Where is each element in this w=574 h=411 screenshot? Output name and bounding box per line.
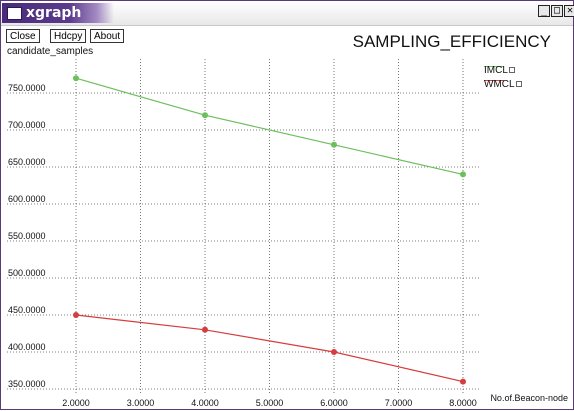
grid [7,59,479,393]
legend-item-wmcl: WMCL [484,79,522,90]
data-point-wmcl [73,312,79,318]
x-tick-label: 3.0000 [127,398,155,408]
y-tick-label: 400.0000 [8,342,46,352]
close-window-button[interactable]: ✕ [564,5,574,17]
x-tick-label: 4.0000 [191,398,219,408]
app-window-icon [7,7,22,20]
legend-swatch-imcl [484,66,504,67]
x-tick-label: 7.0000 [385,398,413,408]
x-tick-label: 6.0000 [320,398,348,408]
data-point-imcl [460,171,466,178]
y-tick-label: 550.0000 [8,231,46,241]
x-axis-label: No.of.Beacon-node [490,393,568,403]
legend-swatch-wmcl [484,80,504,81]
data-point-imcl [73,75,79,82]
legend-label-wmcl: WMCL [484,79,515,90]
window-title: xgraph [26,5,82,21]
y-axis-label: candidate_samples [7,46,94,57]
x-tick-label: 2.0000 [62,398,90,408]
maximize-button[interactable]: □ [551,5,563,17]
series-line-imcl [75,77,464,175]
data-point-imcl [202,112,208,119]
legend-box-icon [515,81,522,88]
legend-label-imcl: IMCL [484,65,508,76]
y-tick-label: 350.0000 [8,379,46,389]
title-bar[interactable]: xgraph _ □ ✕ [1,1,574,26]
legend-item-imcl: IMCL [484,65,515,76]
data-point-imcl [331,141,337,148]
series-line-wmcl [75,314,464,383]
data-point-wmcl [202,326,208,333]
y-tick-label: 650.0000 [8,157,46,167]
close-button[interactable]: Close [6,29,40,43]
x-tick-label: 8.0000 [449,398,477,408]
title-chip: xgraph [2,3,114,23]
y-tick-label: 600.0000 [8,194,46,204]
legend-box-icon [508,67,515,74]
x-tick-label: 5.0000 [256,398,284,408]
y-tick-label: 700.0000 [8,120,46,130]
tick-labels: 2.0000 3.0000 4.0000 5.0000 6.0000 7.0000 8.00… [8,83,477,408]
chart-title: SAMPLING_EFFICIENCY [352,32,551,51]
series-layer [73,75,466,385]
hdcpy-button[interactable]: Hdcpy [50,29,87,43]
about-button[interactable]: About [90,29,125,43]
data-point-wmcl [331,349,337,355]
y-tick-label: 500.0000 [8,268,46,278]
minimize-button[interactable]: _ [538,5,550,17]
y-tick-label: 750.0000 [8,83,46,93]
data-point-wmcl [460,378,466,385]
y-tick-label: 450.0000 [8,305,46,315]
